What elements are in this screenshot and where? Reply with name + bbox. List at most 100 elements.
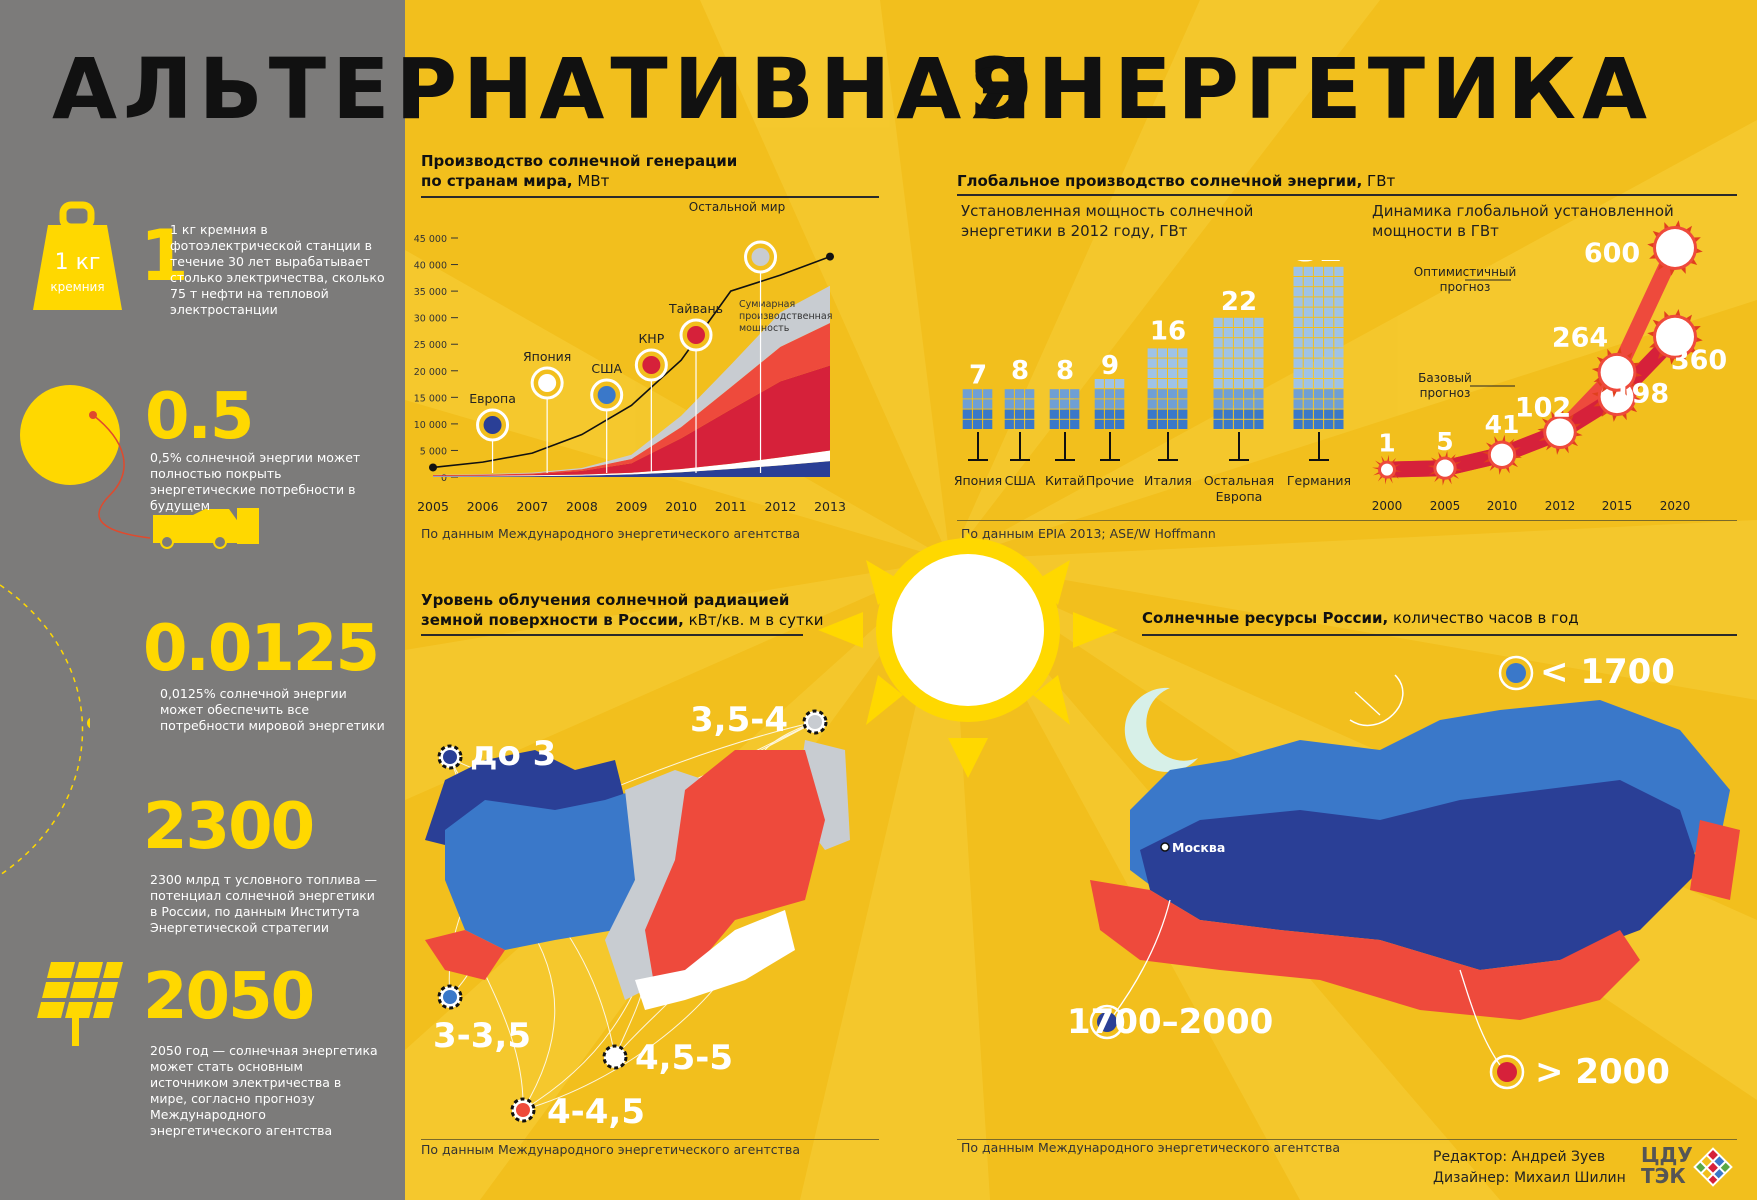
base-point-ray [1498,467,1502,475]
bar-cell [972,419,983,429]
base-point-ray [1695,336,1703,343]
bar-cell [1233,328,1244,338]
bar-cell [1244,317,1254,327]
forecast-value-label: 360 [1671,345,1727,376]
bar-cell [1104,389,1115,399]
bar-cell [1293,399,1303,409]
bar-cell [1324,266,1334,276]
bar-cell [1223,328,1233,338]
bar-cell [1115,389,1125,399]
bar-cell [1324,338,1334,348]
bar-cell [972,409,983,419]
base-point-ray [1514,454,1523,459]
stat-2-text: 0,5% солнечной энергии может полностью п… [150,450,361,513]
bar-cell [1157,409,1167,419]
base-point-ray [1387,454,1390,462]
section4-rule [1142,634,1737,636]
country-marker-label: Япония [523,349,571,364]
bar-cell [1254,419,1264,429]
stat-4-value: 2300 [143,790,315,864]
bar-cell [1223,419,1233,429]
base-point-ray [1675,309,1681,317]
country-marker-flag [538,374,557,392]
bar-cell [1303,419,1313,429]
bar-category-label: Япония [954,473,1002,488]
bar-cell [1025,389,1035,399]
section2-title: Глобальное производство солнечной энерги… [957,171,1395,191]
radiation-zone-3-3-5 [445,790,635,950]
bar-cell [972,399,983,409]
bar-cell [1049,389,1059,399]
bar-cell [1244,348,1254,358]
bar-cell [1303,317,1313,327]
radiation-zone-4-4-5 [645,750,825,990]
base-point-ray [1537,428,1545,433]
total-line-label-1: Суммарная [739,299,795,310]
bar-cell [1293,358,1303,368]
optimistic-forecast-label: Оптимистичный [1414,265,1517,279]
total-line-endpoint [826,252,834,261]
bar-cell [1334,379,1344,389]
optimistic-point-ray [1634,372,1643,378]
x-tick-label: 2009 [616,499,648,514]
bar-cell [1303,399,1313,409]
hours-legend-low: < 1700 [1540,652,1675,692]
bar-value-label: 8 [1011,356,1029,386]
total-capacity-line [432,255,831,469]
total-line-label-2: производственная [739,311,832,322]
section2-rule [957,194,1737,196]
bar-cell [1178,348,1188,358]
bar-cell [1324,297,1334,307]
bar-cell [1293,266,1303,276]
bar-cell [983,389,993,399]
base-point [1436,459,1454,477]
total-line-endpoint [429,463,437,472]
bar-cell [1324,379,1334,389]
base-forecast-label: прогноз [1420,386,1471,400]
bar-cell [1115,399,1125,409]
bar-cell [1324,399,1334,409]
bar-cell [1303,348,1313,358]
optimistic-point-ray [1675,220,1681,228]
bar-cell [1313,348,1324,358]
bar-cell [1157,419,1167,429]
section1-title-line1: Производство солнечной генерации [421,152,738,170]
bar-cell [1233,379,1244,389]
section3-rule [421,634,803,636]
x-tick-label: 2008 [566,499,598,514]
x-tick-label: 2007 [516,499,548,514]
bar-cell [1213,317,1223,327]
base-point-ray [1560,409,1565,417]
page-title-left: АЛЬТЕРНАТИВНАЯ [52,40,1038,138]
bar-cell [1223,338,1233,348]
bar-cell [1213,419,1223,429]
bar-cell [1254,338,1264,348]
bar-cell [1070,389,1080,399]
section3-title-line1: Уровень облучения солнечной радиацией [421,591,790,609]
bar-cell [1213,368,1223,378]
bar-cell [1293,328,1303,338]
bar-cell [1168,379,1178,389]
stat-5-value: 2050 [143,960,315,1034]
bar-cell [1254,348,1264,358]
bar-cell [1293,297,1303,307]
x-tick-label: 2000 [1372,499,1403,513]
country-marker-flag [483,416,502,434]
radiation-legend-4-4-5: 4-4,5 [547,1092,645,1132]
bar-cell [1334,307,1344,317]
section2-source: По данным EPIA 2013; ASE/W Hoffmann [961,526,1216,541]
radiation-legend-markers [437,709,828,1123]
optimistic-point-ray [1591,367,1600,373]
bar-cell [1244,358,1254,368]
orbit-arc [0,584,90,876]
x-tick-label: 2010 [665,499,697,514]
x-tick-label: 2020 [1660,499,1691,513]
section2-sub-left: Установленная мощность солнечной энергет… [961,202,1254,240]
optimistic-point-ray [1695,248,1703,254]
logo-line1: ЦДУ [1641,1143,1693,1167]
base-point-ray [1652,319,1661,327]
optimistic-point-ray [1689,258,1698,266]
bar-cell [1094,379,1104,389]
section4-bottom-rule [957,1139,1737,1140]
stat-1-text: 1 кг кремния в фотоэлектрической станции… [170,222,385,317]
